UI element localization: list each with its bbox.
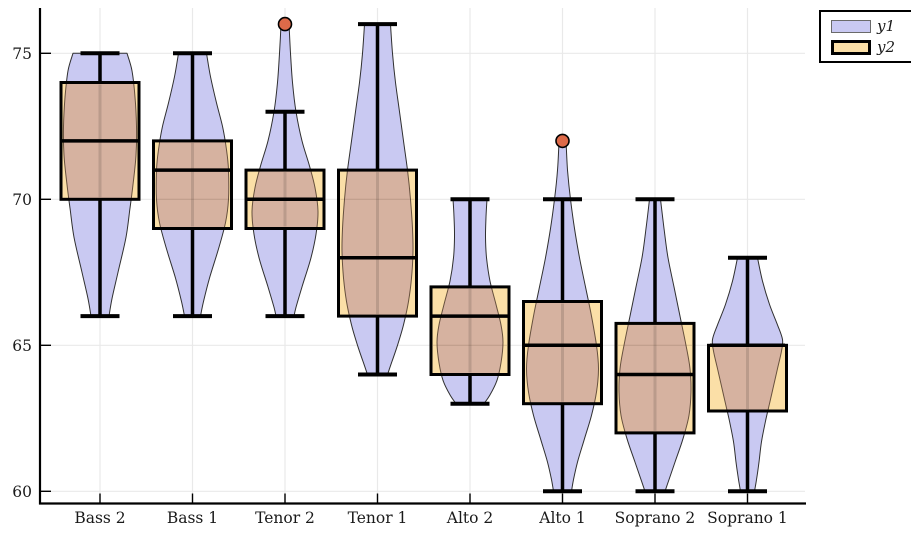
legend-swatch-violin [831,19,871,33]
group-soprano-1 [707,255,788,494]
box-border-tenor-1 [337,168,418,318]
legend-label-y2: y2 [877,37,896,56]
violin-overlap-alto-2 [436,286,504,375]
x-tick-label-alto-1: Alto 1 [538,509,586,527]
x-tick-label-soprano-1: Soprano 1 [707,509,788,527]
legend: y1 y2 [819,10,911,63]
group-tenor-2 [244,16,326,319]
y-tick-label-65: 65 [12,337,32,355]
violin-overlap-soprano-2 [618,323,692,433]
outlier-point-alto-1 [555,133,570,149]
y-tick-label-60: 60 [12,483,32,501]
violin-overlap-tenor-1 [341,170,414,317]
legend-entry-y2: y2 [831,38,911,56]
box-border-tenor-2 [244,168,326,231]
legend-swatch-box [831,39,871,55]
group-tenor-1 [337,22,418,377]
box-border-bass-2 [59,81,141,201]
y-tick-label-70: 70 [12,191,32,209]
group-alto-1 [522,133,603,494]
x-tick-label-alto-2: Alto 2 [446,509,494,527]
group-bass-2 [59,51,141,319]
x-tick-label-soprano-2: Soprano 2 [615,509,696,527]
x-tick-label-bass-1: Bass 1 [167,509,218,527]
box-border-soprano-2 [614,321,696,435]
legend-label-y1: y1 [877,16,896,35]
group-alto-2 [429,197,511,406]
group-bass-1 [152,51,233,319]
axes: 60 65 70 75 Bass 2 Bass 1 Tenor 2 Tenor 1 Alto 2… [12,8,806,527]
box-border-alto-2 [429,285,511,376]
violin-overlap-alto-1 [525,301,600,404]
x-tick-label-tenor-1: Tenor 1 [348,509,408,527]
box-border-bass-1 [152,139,233,230]
box-border-alto-1 [522,300,603,406]
x-tick-label-tenor-2: Tenor 2 [255,509,315,527]
violin-overlap-soprano-1 [711,345,784,411]
y-tick-label-75: 75 [12,45,32,63]
outlier-point-tenor-2 [277,16,293,32]
group-soprano-2 [614,197,696,494]
legend-entry-y1: y1 [831,17,911,35]
x-tick-label-bass-2: Bass 2 [74,509,125,527]
